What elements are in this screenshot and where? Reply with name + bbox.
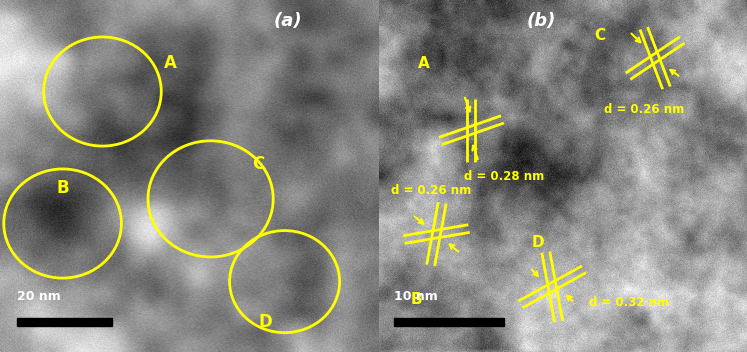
Text: d = 0.28 nm: d = 0.28 nm xyxy=(465,170,545,182)
Text: B: B xyxy=(410,292,422,307)
Text: D: D xyxy=(531,235,544,250)
Bar xyxy=(17,318,112,326)
Text: d = 0.32 nm: d = 0.32 nm xyxy=(589,296,669,309)
Text: (b): (b) xyxy=(527,12,556,30)
Text: C: C xyxy=(252,155,264,173)
Text: 20 nm: 20 nm xyxy=(17,290,61,303)
Text: d = 0.26 nm: d = 0.26 nm xyxy=(391,184,471,196)
Text: d = 0.26 nm: d = 0.26 nm xyxy=(604,103,684,115)
Text: D: D xyxy=(258,313,273,331)
Text: 10 nm: 10 nm xyxy=(394,290,438,303)
Text: A: A xyxy=(164,54,177,73)
Text: (a): (a) xyxy=(274,12,303,30)
Text: A: A xyxy=(418,56,430,71)
Text: C: C xyxy=(595,28,606,43)
Text: B: B xyxy=(56,179,69,197)
Bar xyxy=(394,318,504,326)
